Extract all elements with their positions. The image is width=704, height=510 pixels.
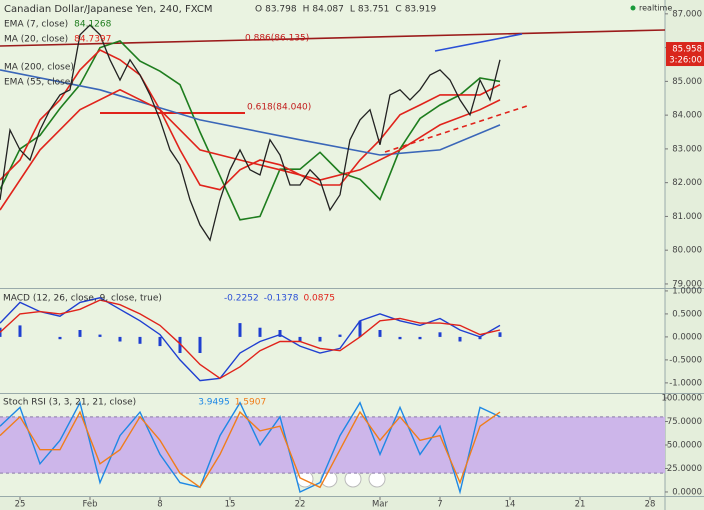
- x-tick-label: 7: [437, 500, 442, 510]
- plot-background: [0, 0, 665, 497]
- histogram-bar: [198, 336, 202, 353]
- histogram-bar: [338, 334, 342, 337]
- legend-value: 84.1268: [74, 20, 111, 30]
- histogram-bar: [398, 336, 402, 340]
- chart-title: Canadian Dollar/Japanese Yen, 240, FXCM: [4, 4, 212, 15]
- status: realtime: [639, 4, 672, 13]
- x-axis-background: [0, 497, 665, 510]
- axis-background: [665, 0, 704, 510]
- legend-value: 84.7397: [74, 35, 111, 45]
- series-line: [0, 297, 501, 382]
- price-line: [0, 24, 501, 242]
- nav-button[interactable]: [368, 470, 386, 488]
- price-tag: [666, 42, 704, 67]
- histogram-bar: [258, 327, 262, 337]
- y-tick-label: 0.0000: [672, 332, 702, 342]
- histogram-bar: [418, 336, 422, 340]
- y-tick-label: -1.0000: [669, 378, 702, 388]
- histogram-bar: [58, 336, 62, 340]
- y-tick-label: 50.0000: [667, 441, 702, 451]
- y-tick-label: 75.0000: [667, 417, 702, 427]
- trend-line: [384, 104, 531, 153]
- histogram-bar: [298, 336, 302, 342]
- series-line: [0, 299, 501, 380]
- price-tag-label: 85.958: [672, 45, 702, 55]
- annotation: 0.618(84.040): [247, 103, 311, 113]
- histogram-bar: [178, 336, 182, 353]
- ohlc-value: 83.798: [265, 5, 297, 15]
- histogram-bar: [118, 336, 122, 342]
- legend-entry: MA (20, close): [4, 35, 68, 45]
- histogram-bar: [318, 336, 322, 342]
- nav-button[interactable]: [344, 470, 362, 488]
- ohlc-label: L: [350, 5, 355, 15]
- status-dot: [630, 5, 636, 11]
- pane-title: MACD (12, 26, close, 9, close, true): [3, 294, 162, 304]
- histogram-bar: [138, 336, 142, 344]
- x-tick-label: Mar: [372, 500, 389, 510]
- y-tick-label: 0.5000: [672, 309, 702, 319]
- histogram-bar: [78, 330, 82, 337]
- x-tick-label: 25: [15, 500, 26, 510]
- x-tick-label: 8: [157, 500, 162, 510]
- readout-value: -0.1378: [264, 294, 299, 304]
- readout-value: -0.2252: [224, 294, 259, 304]
- pane-title: Stoch RSI (3, 3, 21, 21, close): [3, 398, 136, 408]
- series-line: [0, 69, 501, 156]
- histogram-bar: [438, 332, 442, 337]
- ohlc-label: O: [255, 5, 262, 15]
- histogram-bar: [238, 323, 242, 337]
- trend-line: [434, 33, 523, 52]
- ohlc-value: 84.087: [312, 5, 344, 15]
- ohlc-value: 83.919: [405, 5, 437, 15]
- series-line: [0, 410, 501, 489]
- ohlc-label: H: [303, 5, 310, 15]
- histogram-bar: [458, 336, 462, 342]
- histogram-bar: [498, 332, 502, 337]
- legend-entry: EMA (55, close): [4, 78, 74, 88]
- x-tick-label: Feb: [82, 500, 97, 510]
- y-tick-label: 79.000: [672, 279, 702, 289]
- x-tick-label: 28: [645, 500, 656, 510]
- series-line: [0, 39, 501, 221]
- histogram-bar: [158, 336, 162, 347]
- y-tick-label: 100.0000: [661, 394, 702, 404]
- series-line: [0, 88, 501, 211]
- x-tick-label: 15: [225, 500, 236, 510]
- histogram-bar: [278, 330, 282, 337]
- ohlc-value: 83.751: [358, 5, 390, 15]
- legend-entry: EMA (7, close): [4, 20, 68, 30]
- histogram-bar: [358, 320, 362, 337]
- y-tick-label: 1.0000: [672, 286, 702, 296]
- y-tick-label: -0.5000: [669, 355, 702, 365]
- histogram-bar: [478, 336, 482, 340]
- legend-entry: MA (200, close): [4, 63, 74, 73]
- y-tick-label: 83.000: [672, 144, 702, 154]
- y-tick-label: 82.000: [672, 178, 702, 188]
- y-tick-label: 0.0000: [672, 487, 702, 497]
- x-tick-label: 22: [295, 500, 306, 510]
- histogram-bar: [378, 330, 382, 337]
- countdown: 3:26:00: [669, 56, 702, 66]
- ohlc-label: C: [395, 5, 401, 15]
- histogram-bar: [18, 325, 22, 337]
- y-tick-label: 84.000: [672, 111, 702, 121]
- y-tick-label: 81.000: [672, 212, 702, 222]
- histogram-bar: [98, 334, 102, 337]
- y-tick-label: 87.000: [672, 9, 702, 19]
- readout-value: 3.9495: [198, 398, 230, 408]
- x-tick-label: 21: [575, 500, 586, 510]
- series-line: [0, 400, 501, 495]
- annotation: 0.886(86.135): [245, 34, 309, 44]
- y-tick-label: 25.0000: [667, 464, 702, 474]
- x-tick-label: 14: [505, 500, 516, 510]
- readout-value: 1.5907: [235, 398, 267, 408]
- y-tick-label: 85.000: [672, 77, 702, 87]
- y-tick-label: 80.000: [672, 246, 702, 256]
- readout-value: 0.0875: [303, 294, 335, 304]
- nav-button[interactable]: [296, 470, 314, 488]
- series-line: [0, 49, 501, 191]
